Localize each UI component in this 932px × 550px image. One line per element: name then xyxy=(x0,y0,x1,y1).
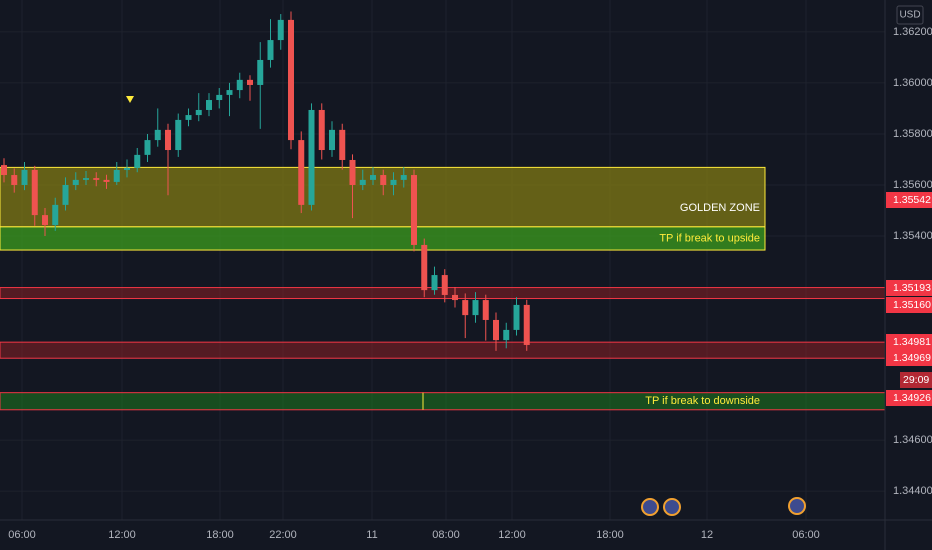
candle-body xyxy=(421,244,428,291)
candle-body xyxy=(206,100,212,110)
candle-body xyxy=(83,178,89,180)
x-tick-label: 12:00 xyxy=(498,529,526,541)
candle-body xyxy=(175,119,182,151)
candle-body xyxy=(124,167,130,170)
countdown-box xyxy=(900,372,932,388)
price-label: 1.35160 xyxy=(893,299,931,311)
candle-body xyxy=(113,169,120,182)
y-tick-label: 1.35400 xyxy=(893,230,932,242)
candle-body xyxy=(329,129,335,151)
candle-body xyxy=(31,169,38,216)
candle-body xyxy=(72,179,79,185)
zone-label: TP if break to upside xyxy=(659,232,760,244)
candle-body xyxy=(134,154,141,168)
x-tick-label: 22:00 xyxy=(269,529,297,541)
price-label-box xyxy=(886,297,932,313)
candle-body xyxy=(472,300,479,316)
x-tick-label: 08:00 xyxy=(432,529,460,541)
y-tick-label: 1.36000 xyxy=(893,77,932,89)
candle-body xyxy=(400,175,407,180)
candle-body xyxy=(288,19,294,141)
candle-body xyxy=(103,179,110,182)
candle-body xyxy=(62,184,69,205)
y-tick-label: 1.34600 xyxy=(893,434,932,446)
x-tick-label: 06:00 xyxy=(792,529,820,541)
zone xyxy=(0,341,886,359)
price-label-box xyxy=(886,280,932,296)
price-label: 1.34981 xyxy=(893,336,931,348)
candle-body xyxy=(236,79,243,91)
candle-body xyxy=(339,129,346,160)
y-tick-label: 1.35800 xyxy=(893,128,932,140)
candle-body xyxy=(226,90,233,95)
x-tick-label: 12:00 xyxy=(108,529,136,541)
candle-body xyxy=(257,59,264,85)
candle-body xyxy=(318,109,325,151)
candle-body xyxy=(185,115,192,120)
y-tick-label: 1.35600 xyxy=(893,179,932,191)
candle-body xyxy=(441,275,448,295)
candle-body xyxy=(503,329,510,341)
candle-body xyxy=(482,300,489,320)
candle-body xyxy=(308,109,315,205)
candle-body xyxy=(165,129,171,151)
candle-body xyxy=(277,19,284,41)
candle-body xyxy=(349,159,356,185)
signal-marker xyxy=(126,96,134,103)
zone-label: TP if break to downside xyxy=(645,395,760,407)
y-tick-label: 1.34400 xyxy=(893,485,932,497)
candle-body xyxy=(195,109,202,116)
x-tick-label: 12 xyxy=(701,529,713,541)
candle-body xyxy=(267,40,274,60)
x-tick-label: 06:00 xyxy=(8,529,36,541)
countdown: 29:09 xyxy=(903,374,929,386)
currency: USD xyxy=(899,10,920,21)
zone xyxy=(0,226,766,251)
candle-body xyxy=(93,178,100,180)
price-label-box xyxy=(886,192,932,208)
candle-body xyxy=(1,165,7,176)
price-label-box xyxy=(886,334,932,350)
x-tick-label: 11 xyxy=(366,529,377,541)
price-label-box xyxy=(886,390,932,406)
candle-body xyxy=(452,294,458,301)
candle-body xyxy=(513,304,520,330)
candle-body xyxy=(493,319,499,341)
candle-body xyxy=(359,179,366,185)
price-label: 1.35193 xyxy=(893,282,931,294)
x-tick-label: 18:00 xyxy=(596,529,624,541)
candle-body xyxy=(154,129,161,141)
candle-body xyxy=(390,179,397,185)
zone-label: GOLDEN ZONE xyxy=(680,202,760,214)
price-label-box xyxy=(886,350,932,366)
candle-body xyxy=(370,175,376,180)
candle-body xyxy=(21,169,28,185)
candle-body xyxy=(411,175,417,245)
event-icons[interactable] xyxy=(641,497,806,516)
currency-box[interactable] xyxy=(896,5,924,25)
candle-body xyxy=(216,94,223,101)
y-tick-label: 1.36200 xyxy=(893,26,932,38)
candle-body xyxy=(298,140,305,205)
candle-body xyxy=(144,140,151,155)
price-label: 1.34926 xyxy=(893,392,931,404)
candle-body xyxy=(52,204,59,226)
price-label: 1.35542 xyxy=(893,194,931,206)
candle-body xyxy=(462,300,469,316)
candle-body xyxy=(431,275,438,291)
candle-body xyxy=(11,175,18,185)
candle-body xyxy=(380,175,387,185)
candle-body xyxy=(42,215,48,226)
candle-body xyxy=(523,304,530,345)
candle-body xyxy=(247,79,253,85)
price-label: 1.34969 xyxy=(893,352,931,364)
x-tick-label: 18:00 xyxy=(206,529,234,541)
